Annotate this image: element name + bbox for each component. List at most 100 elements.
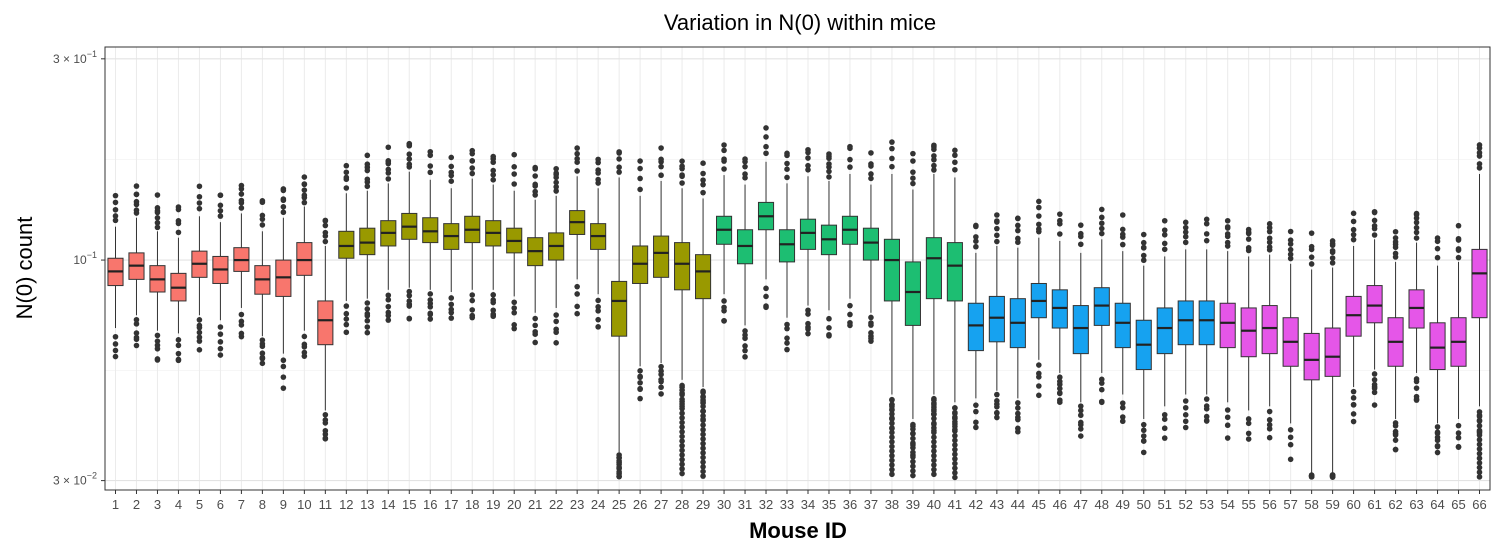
outlier-point bbox=[1476, 436, 1483, 443]
outlier-point bbox=[952, 446, 958, 453]
outlier-point bbox=[364, 317, 371, 324]
outlier-point bbox=[700, 426, 706, 433]
x-tick-label: 58 bbox=[1304, 497, 1318, 512]
outlier-point bbox=[1098, 214, 1105, 221]
outlier-point bbox=[700, 408, 706, 414]
x-tick-label: 46 bbox=[1053, 497, 1067, 512]
outlier-point bbox=[868, 322, 874, 328]
outlier-point bbox=[490, 313, 497, 320]
outlier-point bbox=[343, 316, 350, 322]
x-tick-label: 10 bbox=[297, 497, 311, 512]
box-55 bbox=[1240, 226, 1257, 442]
outlier-point bbox=[1434, 430, 1441, 437]
outlier-point bbox=[1224, 231, 1231, 237]
outlier-point bbox=[658, 156, 664, 163]
outlier-point bbox=[1371, 385, 1378, 392]
outlier-point bbox=[910, 421, 916, 428]
outlier-point bbox=[175, 218, 182, 224]
box-1 bbox=[107, 192, 124, 360]
outlier-point bbox=[826, 324, 832, 331]
outlier-point bbox=[1371, 377, 1378, 383]
outlier-point bbox=[1182, 229, 1189, 235]
iqr-box bbox=[1303, 332, 1320, 381]
outlier-point bbox=[1329, 473, 1336, 480]
x-tick-label: 55 bbox=[1241, 497, 1255, 512]
outlier-point bbox=[742, 335, 748, 342]
box-50 bbox=[1135, 231, 1152, 456]
outlier-point bbox=[427, 291, 434, 297]
outlier-point bbox=[784, 346, 790, 353]
outlier-point bbox=[700, 440, 706, 447]
x-tick-label: 66 bbox=[1472, 497, 1486, 512]
outlier-point bbox=[700, 445, 706, 452]
outlier-point bbox=[679, 387, 685, 393]
outlier-point bbox=[448, 154, 455, 161]
outlier-point bbox=[1036, 213, 1042, 219]
x-tick-label: 54 bbox=[1220, 497, 1234, 512]
x-tick-label: 3 bbox=[154, 497, 161, 512]
outlier-point bbox=[322, 217, 329, 224]
outlier-point bbox=[931, 471, 937, 478]
outlier-point bbox=[616, 169, 622, 175]
x-tick-label: 31 bbox=[738, 497, 752, 512]
outlier-point bbox=[1266, 228, 1273, 235]
box-36 bbox=[841, 143, 859, 329]
outlier-point bbox=[679, 438, 685, 444]
outlier-point bbox=[1098, 399, 1105, 406]
outlier-point bbox=[658, 391, 664, 397]
box-2 bbox=[128, 183, 145, 349]
outlier-point bbox=[154, 345, 161, 352]
outlier-point bbox=[721, 147, 727, 154]
outlier-point bbox=[1036, 198, 1042, 205]
outlier-point bbox=[826, 155, 832, 162]
outlier-point bbox=[679, 466, 685, 472]
outlier-point bbox=[700, 399, 706, 405]
outlier-point bbox=[343, 169, 350, 176]
outlier-point bbox=[133, 316, 140, 323]
outlier-point bbox=[700, 454, 706, 461]
box-46 bbox=[1051, 211, 1068, 405]
outlier-point bbox=[1203, 231, 1210, 237]
iqr-box bbox=[862, 227, 880, 261]
x-tick-label: 8 bbox=[259, 497, 266, 512]
x-tick-label: 14 bbox=[381, 497, 395, 512]
outlier-point bbox=[217, 202, 224, 209]
outlier-point bbox=[637, 374, 643, 381]
outlier-point bbox=[406, 315, 413, 322]
outlier-point bbox=[1015, 405, 1021, 411]
outlier-point bbox=[1057, 231, 1063, 237]
outlier-point bbox=[1077, 433, 1084, 439]
outlier-point bbox=[1392, 432, 1399, 438]
outlier-point bbox=[1371, 223, 1378, 229]
outlier-point bbox=[490, 299, 497, 306]
outlier-point bbox=[826, 333, 832, 339]
outlier-point bbox=[616, 455, 622, 461]
outlier-point bbox=[469, 147, 476, 154]
outlier-point bbox=[532, 315, 538, 322]
outlier-point bbox=[847, 164, 853, 170]
outlier-point bbox=[1098, 220, 1105, 227]
outlier-point bbox=[784, 166, 790, 173]
outlier-point bbox=[1392, 446, 1399, 453]
outlier-point bbox=[616, 469, 622, 475]
iqr-box bbox=[1429, 322, 1446, 371]
outlier-point bbox=[973, 234, 979, 240]
outlier-point bbox=[532, 339, 538, 346]
outlier-point bbox=[532, 181, 538, 188]
outlier-point bbox=[700, 436, 706, 442]
outlier-point bbox=[637, 385, 643, 392]
outlier-point bbox=[1140, 421, 1147, 428]
outlier-point bbox=[1098, 225, 1105, 232]
outlier-point bbox=[700, 473, 706, 479]
outlier-point bbox=[1015, 410, 1021, 417]
outlier-point bbox=[343, 321, 350, 328]
outlier-point bbox=[1350, 218, 1357, 225]
outlier-point bbox=[217, 207, 224, 214]
outlier-point bbox=[385, 176, 392, 182]
outlier-point bbox=[217, 213, 224, 219]
y-tick-label: 3 × 10−1 bbox=[53, 49, 97, 66]
outlier-point bbox=[196, 193, 203, 200]
outlier-point bbox=[217, 339, 224, 345]
outlier-point bbox=[889, 406, 895, 413]
outlier-point bbox=[133, 207, 140, 214]
